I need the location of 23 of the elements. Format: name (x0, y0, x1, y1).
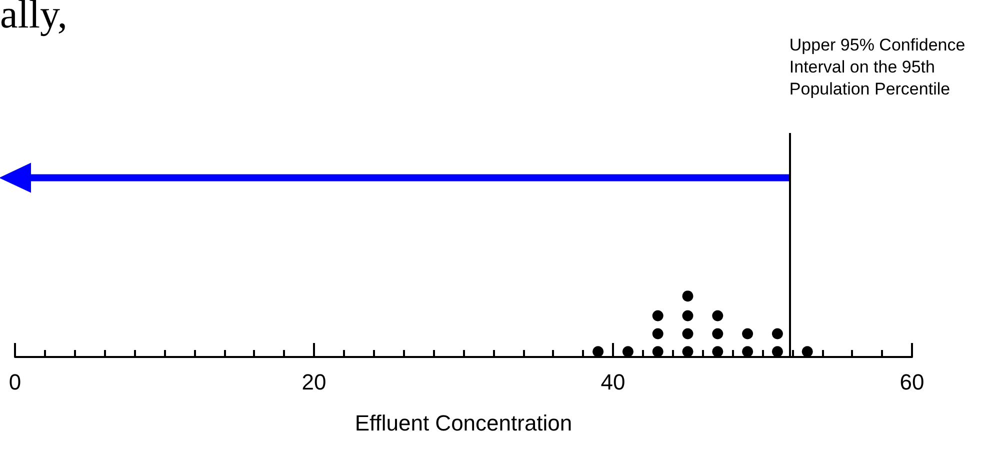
ref-line-label: Upper 95% Confidence Interval on the 95th Population Percentile (789, 36, 970, 98)
x-tick-label: 40 (600, 370, 626, 394)
point (682, 290, 694, 302)
point (742, 346, 754, 358)
x-tick-label: 20 (302, 370, 326, 394)
x-tick-label: 60 (900, 370, 924, 394)
point (712, 346, 724, 358)
point (622, 346, 634, 358)
point (682, 328, 694, 340)
point (772, 328, 783, 340)
point (652, 346, 664, 358)
point (742, 328, 754, 340)
point (592, 346, 604, 358)
x-tick-label: 0 (8, 370, 22, 394)
point (712, 328, 724, 340)
point (682, 346, 694, 358)
point (802, 346, 813, 358)
point (712, 310, 724, 322)
x-axis-title: Effluent Concentration (354, 410, 572, 436)
point (652, 328, 664, 340)
point (652, 310, 664, 322)
point (772, 346, 783, 358)
point (682, 310, 694, 322)
